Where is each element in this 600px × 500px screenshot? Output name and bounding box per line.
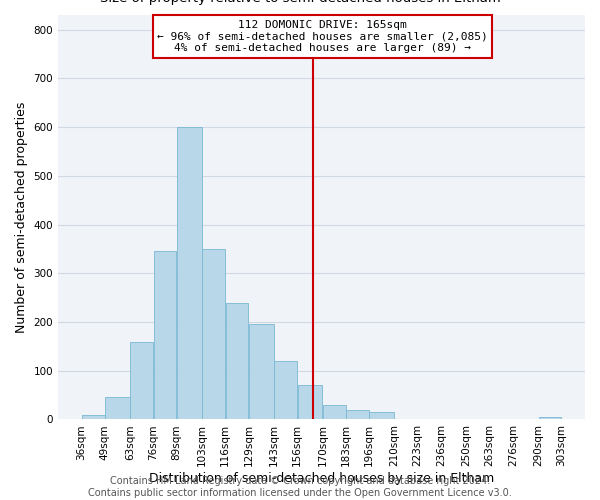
Bar — [298, 386, 322, 420]
Text: 112 DOMONIC DRIVE: 165sqm
← 96% of semi-detached houses are smaller (2,085)
4% o: 112 DOMONIC DRIVE: 165sqm ← 96% of semi-… — [157, 20, 488, 53]
Bar — [249, 324, 274, 420]
Bar — [82, 414, 104, 420]
Bar — [539, 417, 562, 420]
Bar — [202, 249, 225, 420]
Bar — [154, 252, 176, 420]
Bar — [323, 405, 346, 419]
Bar — [130, 342, 153, 419]
Text: Size of property relative to semi-detached houses in Eltham: Size of property relative to semi-detach… — [100, 0, 500, 5]
Bar — [274, 361, 297, 420]
Text: Contains HM Land Registry data © Crown copyright and database right 2024.
Contai: Contains HM Land Registry data © Crown c… — [88, 476, 512, 498]
Bar — [177, 127, 202, 420]
Bar — [346, 410, 369, 420]
X-axis label: Distribution of semi-detached houses by size in Eltham: Distribution of semi-detached houses by … — [149, 472, 494, 485]
Bar — [370, 412, 394, 420]
Bar — [226, 302, 248, 420]
Y-axis label: Number of semi-detached properties: Number of semi-detached properties — [15, 102, 28, 333]
Bar — [105, 397, 130, 419]
